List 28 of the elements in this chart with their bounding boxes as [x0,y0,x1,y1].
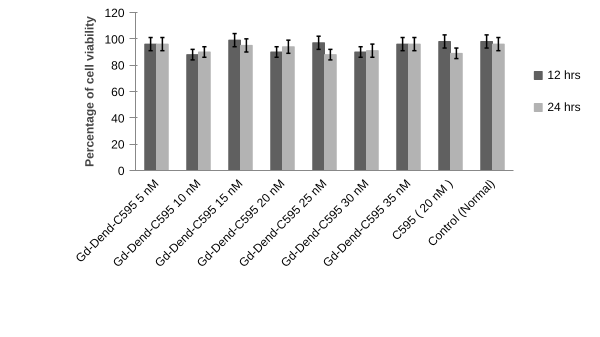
y-tick-label: 80 [111,58,125,73]
bar [270,52,283,170]
y-tick-label: 20 [111,138,125,152]
bar [312,42,325,170]
y-tick-label: 0 [118,164,125,178]
bar [198,52,211,170]
bar [240,44,253,170]
legend-label: 12 hrs [547,68,581,82]
y-tick-label: 40 [111,111,125,126]
legend-label: 24 hrs [547,100,581,114]
bar [492,44,505,170]
y-tick-label: 60 [111,85,125,99]
bar [156,44,169,170]
y-tick-label: 100 [104,32,125,46]
y-axis-title: Percentage of cell viability [82,16,96,167]
bar [324,54,337,170]
bar [408,44,421,170]
bar [396,44,409,170]
bar [366,50,379,170]
y-tick-label: 120 [104,6,125,20]
bar [228,40,241,170]
bar [354,52,367,170]
bar [144,44,157,170]
bar [186,54,199,170]
bar [450,52,463,170]
bar [438,40,451,170]
bar [480,40,493,170]
bar [282,46,295,170]
